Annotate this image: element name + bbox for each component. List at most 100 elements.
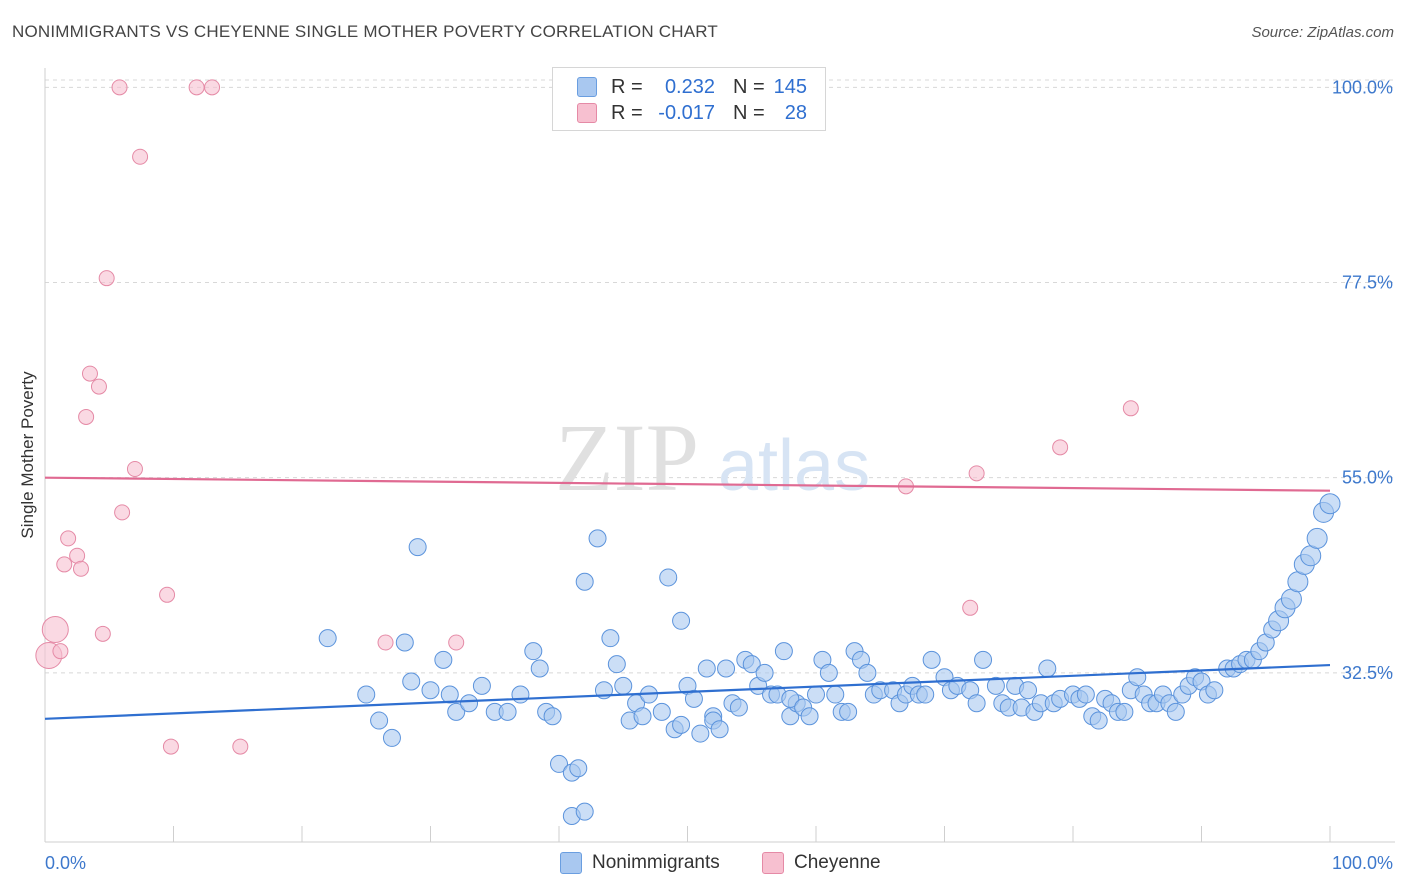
source-label: Source: ZipAtlas.com [1251, 24, 1394, 41]
bottom-legend-label: Cheyenne [794, 852, 881, 873]
stats-legend: R = 0.232 N = 145 R = -0.017 N = 28 [552, 67, 826, 131]
x-tick-label: 0.0% [45, 853, 86, 873]
bottom-legend-swatch [762, 852, 784, 874]
y-tick-label: 77.5% [1342, 273, 1393, 293]
point-nonimmigrants [395, 633, 414, 652]
chart-title: NONIMMIGRANTS VS CHEYENNE SINGLE MOTHER … [12, 22, 719, 41]
point-nonimmigrants [1166, 702, 1185, 721]
point-nonimmigrants [839, 702, 858, 721]
point-nonimmigrants [357, 685, 376, 704]
n-label: N = [733, 101, 765, 124]
point-nonimmigrants [530, 659, 549, 678]
tick-labels: 100.0% 77.5% 55.0% 32.5% 0.0% 100.0% [45, 77, 1393, 873]
n-value: 28 [784, 101, 807, 124]
point-cheyenne [114, 504, 131, 521]
point-nonimmigrants [697, 659, 716, 678]
point-nonimmigrants [1319, 493, 1341, 515]
point-nonimmigrants [819, 663, 838, 682]
point-nonimmigrants [684, 689, 703, 708]
point-nonimmigrants [370, 711, 389, 730]
trend-lines [44, 476, 1331, 720]
point-nonimmigrants [672, 611, 691, 630]
point-nonimmigrants [421, 681, 440, 700]
trendline-cheyenne [44, 476, 1331, 492]
point-nonimmigrants [922, 650, 941, 669]
point-nonimmigrants [575, 572, 594, 591]
point-cheyenne [377, 634, 394, 651]
point-nonimmigrants [858, 663, 877, 682]
point-nonimmigrants [672, 715, 691, 734]
point-cheyenne [1052, 439, 1069, 456]
point-nonimmigrants [575, 802, 594, 821]
point-cheyenne [162, 738, 179, 755]
point-cheyenne [72, 560, 89, 577]
grid-lines [45, 79, 1395, 674]
point-nonimmigrants [691, 724, 710, 743]
r-value: 0.232 [664, 75, 715, 98]
point-nonimmigrants [710, 720, 729, 739]
point-cheyenne [60, 530, 77, 547]
point-nonimmigrants [601, 629, 620, 648]
point-nonimmigrants [614, 676, 633, 695]
bottom-legend-swatch [560, 852, 582, 874]
legend-row-cheyenne: R = -0.017 N = 28 [577, 101, 807, 125]
point-nonimmigrants [511, 685, 530, 704]
legend-swatch-cheyenne [577, 103, 597, 123]
point-nonimmigrants [659, 568, 678, 587]
watermark-zip: ZIP [555, 404, 699, 511]
point-nonimmigrants [633, 707, 652, 726]
n-value: 145 [773, 75, 807, 98]
point-nonimmigrants [774, 642, 793, 661]
point-nonimmigrants [1115, 702, 1134, 721]
r-label: R = [611, 101, 643, 124]
point-cheyenne [962, 599, 979, 616]
point-nonimmigrants [569, 759, 588, 778]
x-tick-label: 100.0% [1332, 853, 1393, 873]
point-nonimmigrants [402, 672, 421, 691]
point-nonimmigrants [1205, 681, 1224, 700]
point-nonimmigrants [717, 659, 736, 678]
point-cheyenne [98, 270, 115, 287]
axes [44, 68, 1395, 843]
data-points [35, 79, 1341, 825]
point-nonimmigrants [652, 702, 671, 721]
point-nonimmigrants [498, 702, 517, 721]
point-nonimmigrants [916, 685, 935, 704]
point-cheyenne [56, 556, 73, 573]
r-label: R = [611, 75, 643, 98]
point-nonimmigrants [382, 728, 401, 747]
bottom-legend-nonimmigrants: Nonimmigrants [560, 852, 720, 874]
point-nonimmigrants [408, 538, 427, 557]
point-nonimmigrants [1128, 668, 1147, 687]
point-nonimmigrants [1076, 685, 1095, 704]
y-tick-label: 32.5% [1342, 663, 1393, 683]
point-nonimmigrants [1306, 527, 1328, 549]
point-cheyenne [94, 625, 111, 642]
point-nonimmigrants [729, 698, 748, 717]
point-nonimmigrants [524, 642, 543, 661]
y-axis-label: Single Mother Poverty [18, 371, 37, 539]
point-cheyenne [41, 615, 69, 643]
trendline-nonimmigrants [44, 663, 1331, 720]
r-value: -0.017 [658, 101, 715, 124]
point-nonimmigrants [781, 689, 800, 708]
watermark-atlas: atlas [718, 426, 870, 506]
point-nonimmigrants [967, 694, 986, 713]
point-nonimmigrants [755, 663, 774, 682]
point-cheyenne [52, 643, 69, 660]
point-nonimmigrants [440, 685, 459, 704]
point-cheyenne [81, 365, 98, 382]
point-nonimmigrants [1019, 681, 1038, 700]
y-tick-label: 100.0% [1332, 77, 1393, 97]
point-nonimmigrants [434, 650, 453, 669]
point-cheyenne [204, 79, 221, 96]
point-nonimmigrants [986, 676, 1005, 695]
point-nonimmigrants [974, 650, 993, 669]
point-nonimmigrants [318, 629, 337, 648]
y-tick-label: 55.0% [1342, 468, 1393, 488]
point-nonimmigrants [588, 529, 607, 548]
point-nonimmigrants [472, 676, 491, 695]
point-nonimmigrants [607, 655, 626, 674]
point-cheyenne [90, 378, 107, 395]
